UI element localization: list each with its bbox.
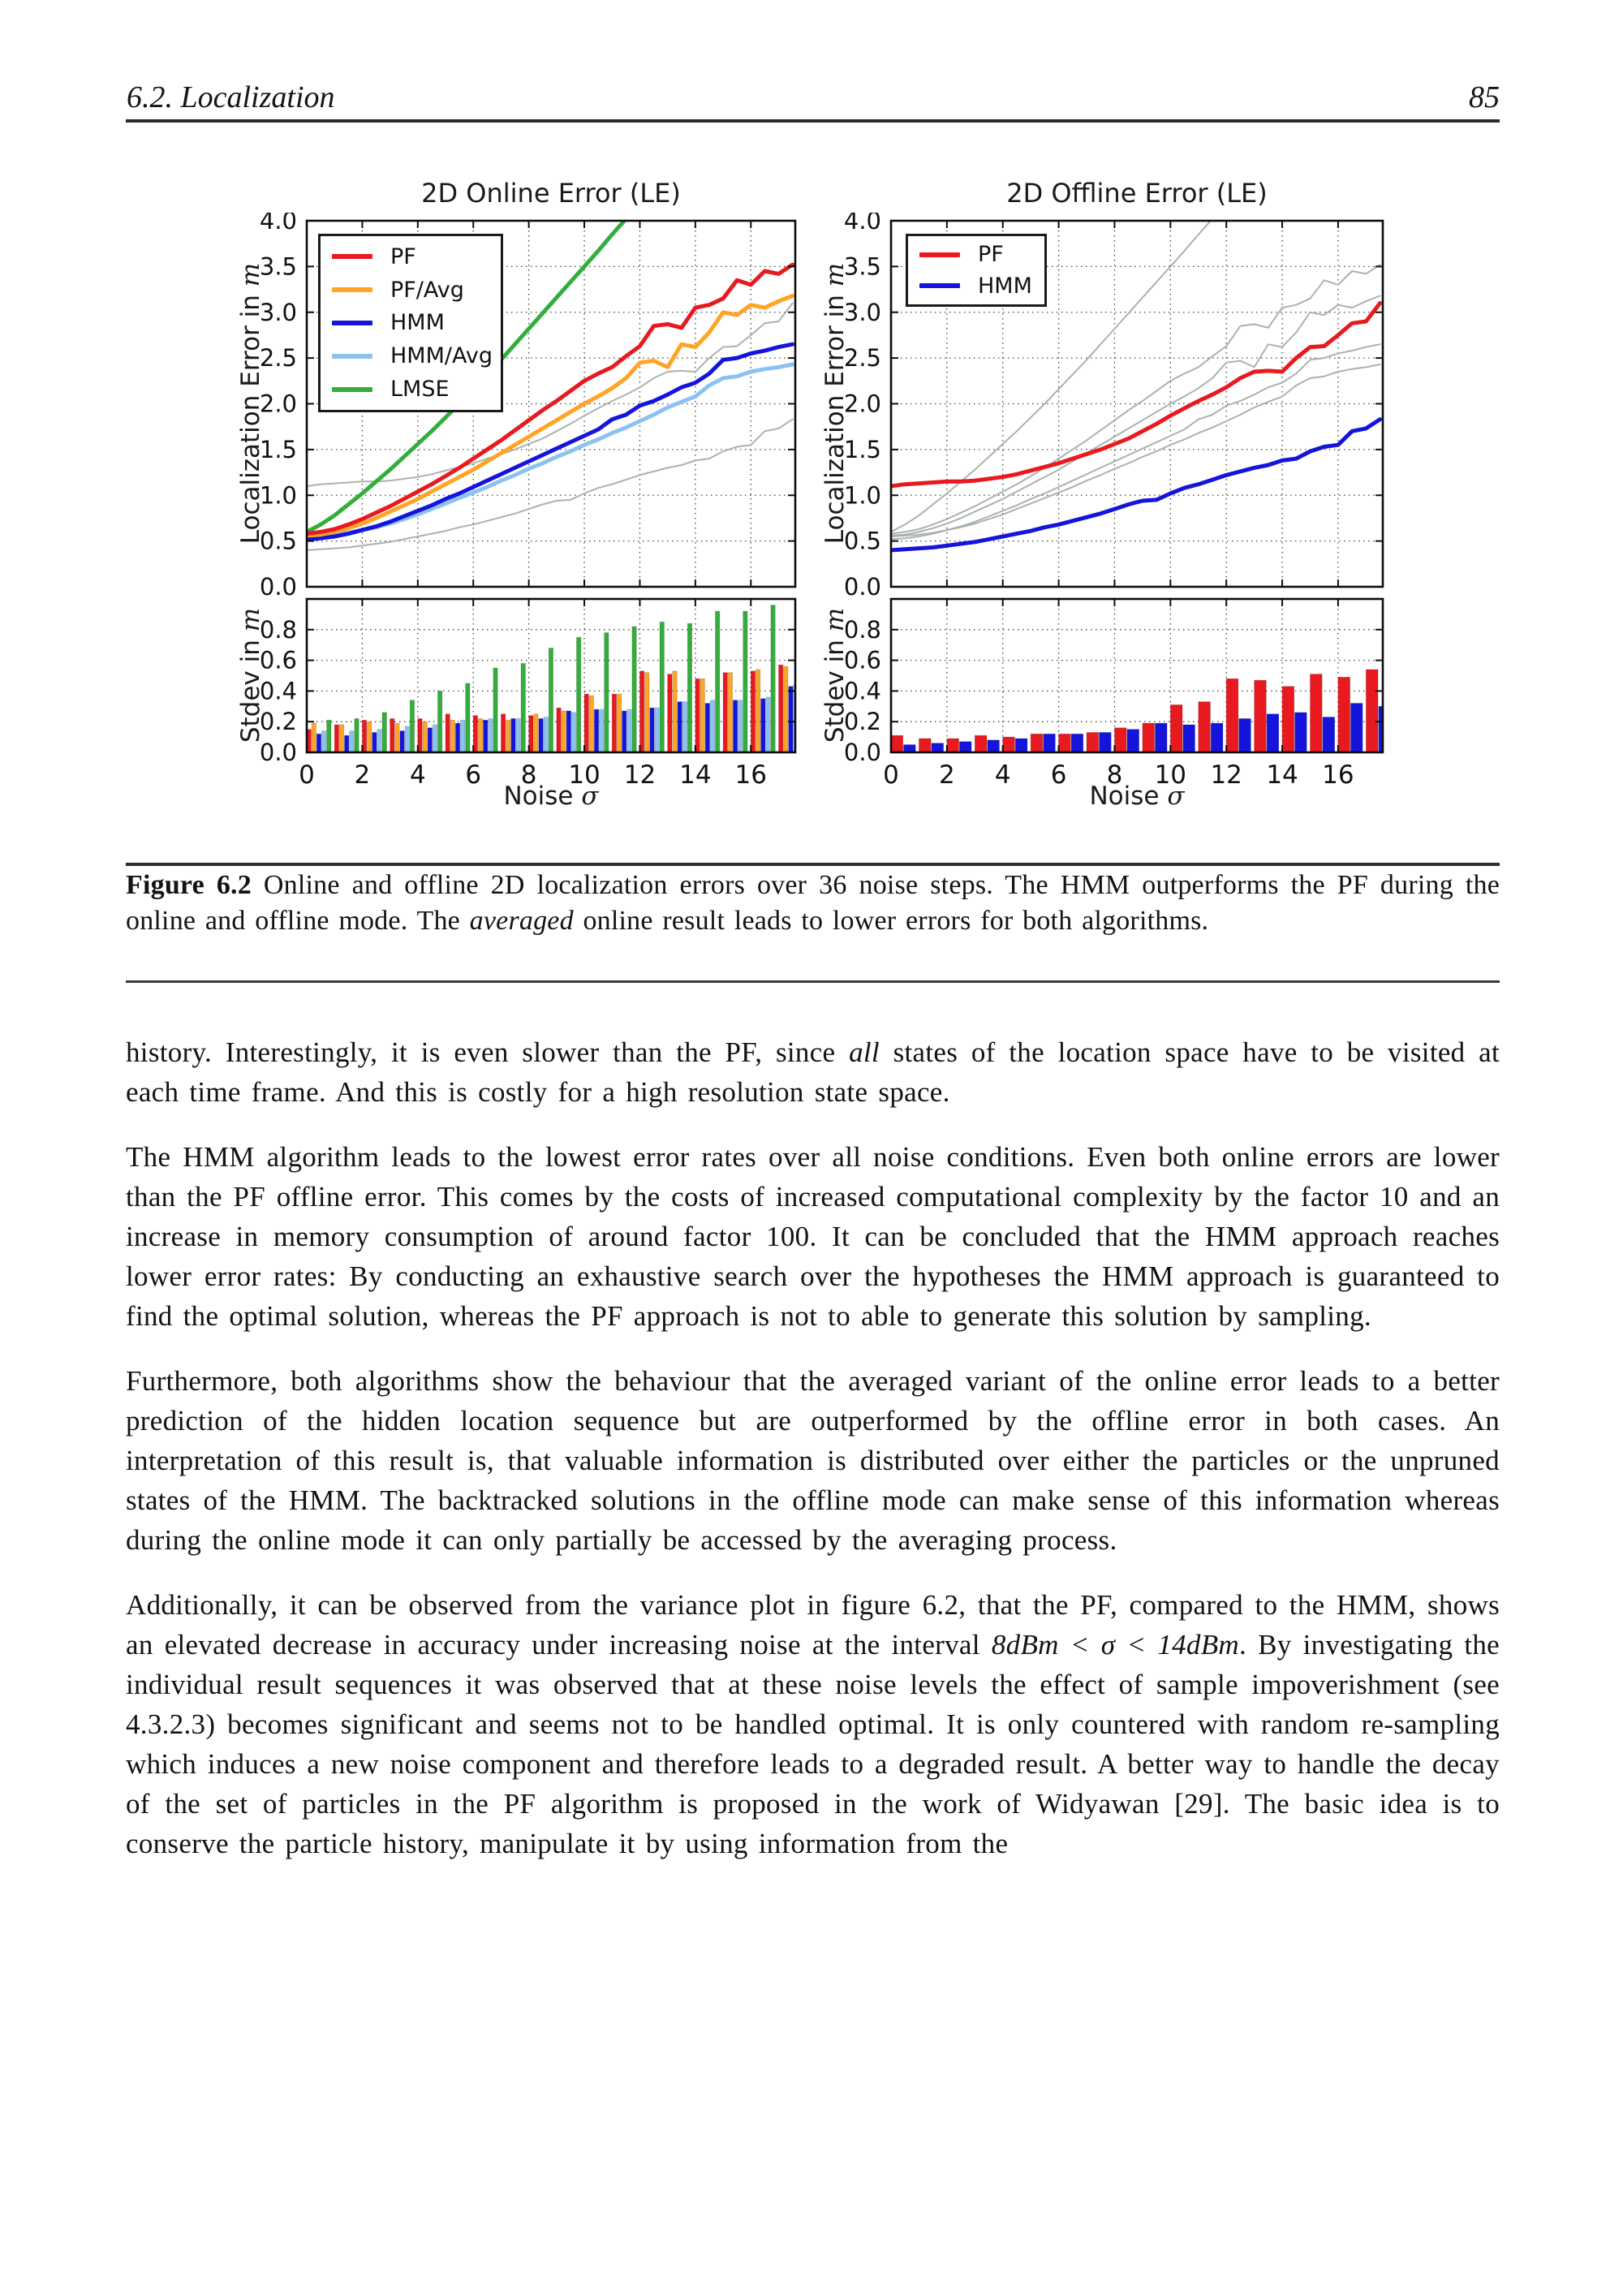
- offline-error-chart: 0.0 0.5 1.0 1.5 2.0 2.5 3.0 3.5 4.0 0.0 0.2 0.4 0.6 0…: [844, 213, 1384, 790]
- svg-text:0.2: 0.2: [844, 708, 881, 735]
- svg-text:8: 8: [1107, 760, 1123, 790]
- online-sub-ylabel: Stdev in m: [236, 607, 265, 743]
- section-header: 6.2. Localization: [127, 80, 335, 114]
- svg-text:1.0: 1.0: [260, 481, 297, 509]
- svg-text:0.0: 0.0: [260, 573, 297, 601]
- legend-line-swatch: [332, 254, 372, 260]
- svg-text:10: 10: [568, 760, 600, 790]
- legend-label: PF/Avg: [390, 277, 464, 303]
- body-text: history. Interestingly, it is even slowe…: [126, 1032, 1500, 1889]
- svg-text:12: 12: [1210, 760, 1242, 790]
- legend-line-swatch: [332, 287, 372, 293]
- caption-rule-top: [126, 863, 1500, 866]
- page-number: 85: [1469, 80, 1500, 114]
- online-chart-title: 2D Online Error (LE): [421, 178, 681, 209]
- svg-text:0.4: 0.4: [260, 677, 297, 704]
- online-xlabel: Noise σ: [503, 782, 599, 811]
- svg-text:0.2: 0.2: [260, 708, 297, 735]
- svg-text:0: 0: [883, 760, 899, 790]
- svg-text:0.4: 0.4: [844, 677, 881, 704]
- legend-item-pf-avg: PF/Avg: [332, 278, 501, 303]
- offline-chart-title: 2D Offline Error (LE): [1006, 178, 1268, 209]
- svg-text:0.8: 0.8: [844, 616, 881, 644]
- offline-xlabel: Noise σ: [1089, 782, 1185, 811]
- legend-line-swatch: [332, 320, 372, 325]
- header-rule: [126, 119, 1500, 123]
- online-error-chart: 0.0 0.5 1.0 1.5 2.0 2.5 3.0 3.5 4.0 0.0 0.2 0.4 0.6 0…: [260, 213, 797, 790]
- svg-text:3.0: 3.0: [844, 299, 881, 326]
- svg-text:3.5: 3.5: [844, 252, 881, 280]
- svg-text:4.0: 4.0: [260, 213, 297, 235]
- svg-text:2: 2: [355, 760, 371, 790]
- svg-text:4.0: 4.0: [844, 213, 881, 235]
- legend-label: HMM: [978, 273, 1032, 299]
- svg-text:10: 10: [1155, 760, 1186, 790]
- svg-text:3.5: 3.5: [260, 252, 297, 280]
- legend-line-swatch: [332, 386, 372, 392]
- legend-label: PF: [390, 243, 416, 269]
- legend-item-pf: PF: [332, 244, 501, 269]
- svg-text:6: 6: [465, 760, 481, 790]
- svg-text:0.6: 0.6: [260, 647, 297, 674]
- figure-caption: Figure 6.2 Online and offline 2D localiz…: [126, 870, 1500, 936]
- legend-item-hmm: HMM: [919, 274, 1044, 299]
- svg-text:0.8: 0.8: [260, 616, 297, 644]
- legend-line-swatch: [919, 252, 960, 257]
- svg-text:3.0: 3.0: [260, 299, 297, 326]
- svg-text:1.0: 1.0: [844, 481, 881, 509]
- svg-text:0.0: 0.0: [260, 739, 297, 766]
- svg-text:14: 14: [679, 760, 711, 790]
- svg-text:16: 16: [735, 760, 767, 790]
- svg-text:0.5: 0.5: [260, 528, 297, 555]
- svg-text:0.6: 0.6: [844, 647, 881, 674]
- body-paragraph: history. Interestingly, it is even slowe…: [126, 1036, 1500, 1108]
- svg-text:16: 16: [1322, 760, 1354, 790]
- svg-text:1.5: 1.5: [844, 436, 881, 463]
- legend-item-lmse: LMSE: [332, 377, 501, 402]
- legend-item-hmm: HMM: [332, 310, 501, 335]
- figure-caption-label: Figure 6.2: [126, 870, 252, 900]
- legend-line-swatch: [919, 283, 960, 289]
- body-paragraph: The HMM algorithm leads to the lowest er…: [126, 1141, 1500, 1332]
- legend-item-hmm-avg: HMM/Avg: [332, 343, 501, 368]
- svg-text:1.5: 1.5: [260, 436, 297, 463]
- svg-text:2: 2: [939, 760, 955, 790]
- legend-label: HMM/Avg: [390, 343, 493, 369]
- svg-text:4: 4: [995, 760, 1011, 790]
- svg-text:14: 14: [1266, 760, 1298, 790]
- svg-text:12: 12: [624, 760, 656, 790]
- svg-text:0.0: 0.0: [844, 573, 881, 601]
- svg-text:0.5: 0.5: [844, 528, 881, 555]
- body-paragraph: Furthermore, both algorithms show the be…: [126, 1365, 1500, 1556]
- svg-text:2.5: 2.5: [260, 344, 297, 372]
- legend-item-pf: PF: [919, 242, 1044, 267]
- body-paragraph: Additionally, it can be observed from th…: [126, 1589, 1500, 1859]
- svg-text:2.5: 2.5: [844, 344, 881, 372]
- legend-label: PF: [978, 242, 1004, 268]
- offline-sub-ylabel: Stdev in m: [820, 607, 850, 743]
- caption-rule-bottom: [126, 980, 1500, 983]
- legend-label: LMSE: [390, 377, 450, 403]
- svg-text:8: 8: [521, 760, 537, 790]
- offline-chart-legend: PF HMM: [906, 234, 1047, 307]
- svg-text:6: 6: [1051, 760, 1067, 790]
- svg-text:0.0: 0.0: [844, 739, 881, 766]
- legend-line-swatch: [332, 353, 372, 359]
- svg-text:2.0: 2.0: [844, 390, 881, 418]
- svg-text:4: 4: [410, 760, 426, 790]
- legend-label: HMM: [390, 310, 445, 336]
- online-chart-legend: PF PF/Avg HMM HMM/Avg LMSE: [318, 234, 503, 412]
- svg-text:0: 0: [299, 760, 315, 790]
- svg-text:2.0: 2.0: [260, 390, 297, 418]
